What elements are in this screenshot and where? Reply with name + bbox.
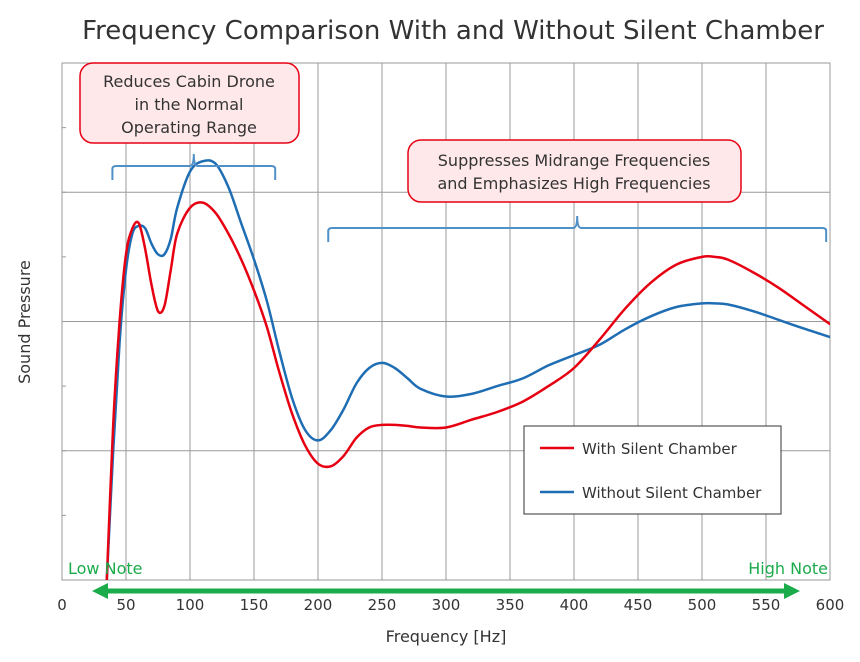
note-arrow-left-head	[92, 583, 108, 599]
legend: With Silent Chamber Without Silent Chamb…	[523, 425, 782, 515]
x-tick-label-500: 500	[688, 596, 717, 614]
x-tick-label-250: 250	[368, 596, 397, 614]
x-axis-label: Frequency [Hz]	[386, 627, 507, 646]
note-range: Low Note High Note	[68, 559, 828, 599]
callout-left-box	[79, 62, 300, 144]
high-note-label: High Note	[748, 559, 828, 578]
bracket-right	[327, 215, 828, 242]
chart-title: Frequency Comparison With and Without Si…	[82, 16, 824, 46]
series-line-without-silent-chamber	[105, 159, 830, 580]
callout-right: Suppresses Midrange Frequencies and Emph…	[407, 139, 742, 203]
callout-right-line-1: Suppresses Midrange Frequencies	[438, 151, 710, 170]
x-tick-label-550: 550	[752, 596, 781, 614]
callout-left-line-2: in the Normal	[135, 95, 244, 114]
x-tick-label-200: 200	[304, 596, 333, 614]
x-tick-label-350: 350	[496, 596, 525, 614]
x-tick-label-450: 450	[624, 596, 653, 614]
legend-label-without: Without Silent Chamber	[582, 484, 762, 502]
y-ticks	[62, 127, 66, 516]
bracket-left	[111, 153, 277, 180]
y-axis-label: Sound Pressure	[15, 260, 34, 384]
low-note-label: Low Note	[68, 559, 142, 578]
callout-left: Reduces Cabin Drone in the Normal Operat…	[79, 62, 300, 144]
x-tick-label-100: 100	[176, 596, 205, 614]
series-line-with-silent-chamber	[105, 201, 830, 580]
callout-right-line-2: and Emphasizes High Frequencies	[437, 174, 710, 193]
callout-left-line-3: Operating Range	[121, 118, 257, 137]
x-tick-label-400: 400	[560, 596, 589, 614]
x-tick-label-600: 600	[816, 596, 845, 614]
callout-left-line-1: Reduces Cabin Drone	[103, 72, 275, 91]
x-tick-label-300: 300	[432, 596, 461, 614]
note-arrow-right-head	[784, 583, 800, 599]
series-layer	[105, 159, 830, 580]
x-tick-label-150: 150	[240, 596, 269, 614]
x-tick-label-0: 0	[57, 596, 67, 614]
x-tick-labels: 0 50 100 150 200 250 300 350 400 450 500 550 600	[57, 596, 844, 614]
legend-label-with: With Silent Chamber	[582, 440, 738, 458]
callout-right-box	[407, 139, 742, 203]
legend-box	[523, 425, 782, 515]
x-tick-label-50: 50	[116, 596, 135, 614]
